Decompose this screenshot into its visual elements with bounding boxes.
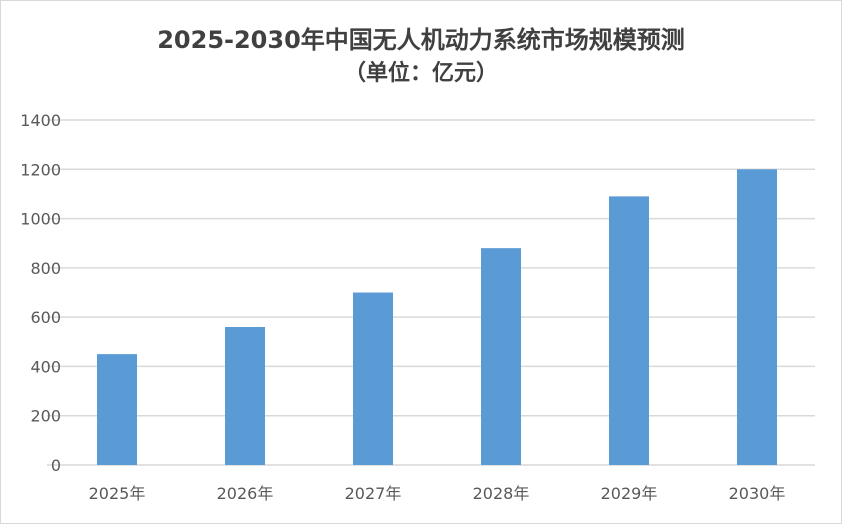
chart-subtitle: （单位：亿元）	[344, 60, 498, 86]
x-tick-label: 2029年	[601, 484, 658, 503]
chart-title: 2025-2030年中国无人机动力系统市场规模预测	[157, 26, 685, 54]
x-tick-label: 2030年	[729, 484, 786, 503]
y-tick-label: 200	[30, 407, 61, 426]
y-tick-label: 600	[30, 308, 61, 327]
bar-2029年	[609, 196, 649, 465]
bar-2027年	[353, 292, 393, 465]
y-tick-label: 400	[30, 357, 61, 376]
y-tick-label: 1200	[20, 160, 61, 179]
bar-2030年	[737, 169, 777, 466]
bar-2025年	[97, 354, 137, 465]
x-tick-label: 2028年	[473, 484, 530, 503]
y-tick-label: 1000	[20, 210, 61, 229]
bar-2026年	[225, 327, 265, 465]
y-tick-label: 0	[51, 456, 61, 475]
bar-2028年	[481, 248, 521, 465]
x-tick-label: 2026年	[217, 484, 274, 503]
x-tick-label: 2027年	[345, 484, 402, 503]
y-tick-label: 1400	[20, 111, 61, 130]
y-tick-label: 800	[30, 259, 61, 278]
x-tick-label: 2025年	[89, 484, 146, 503]
